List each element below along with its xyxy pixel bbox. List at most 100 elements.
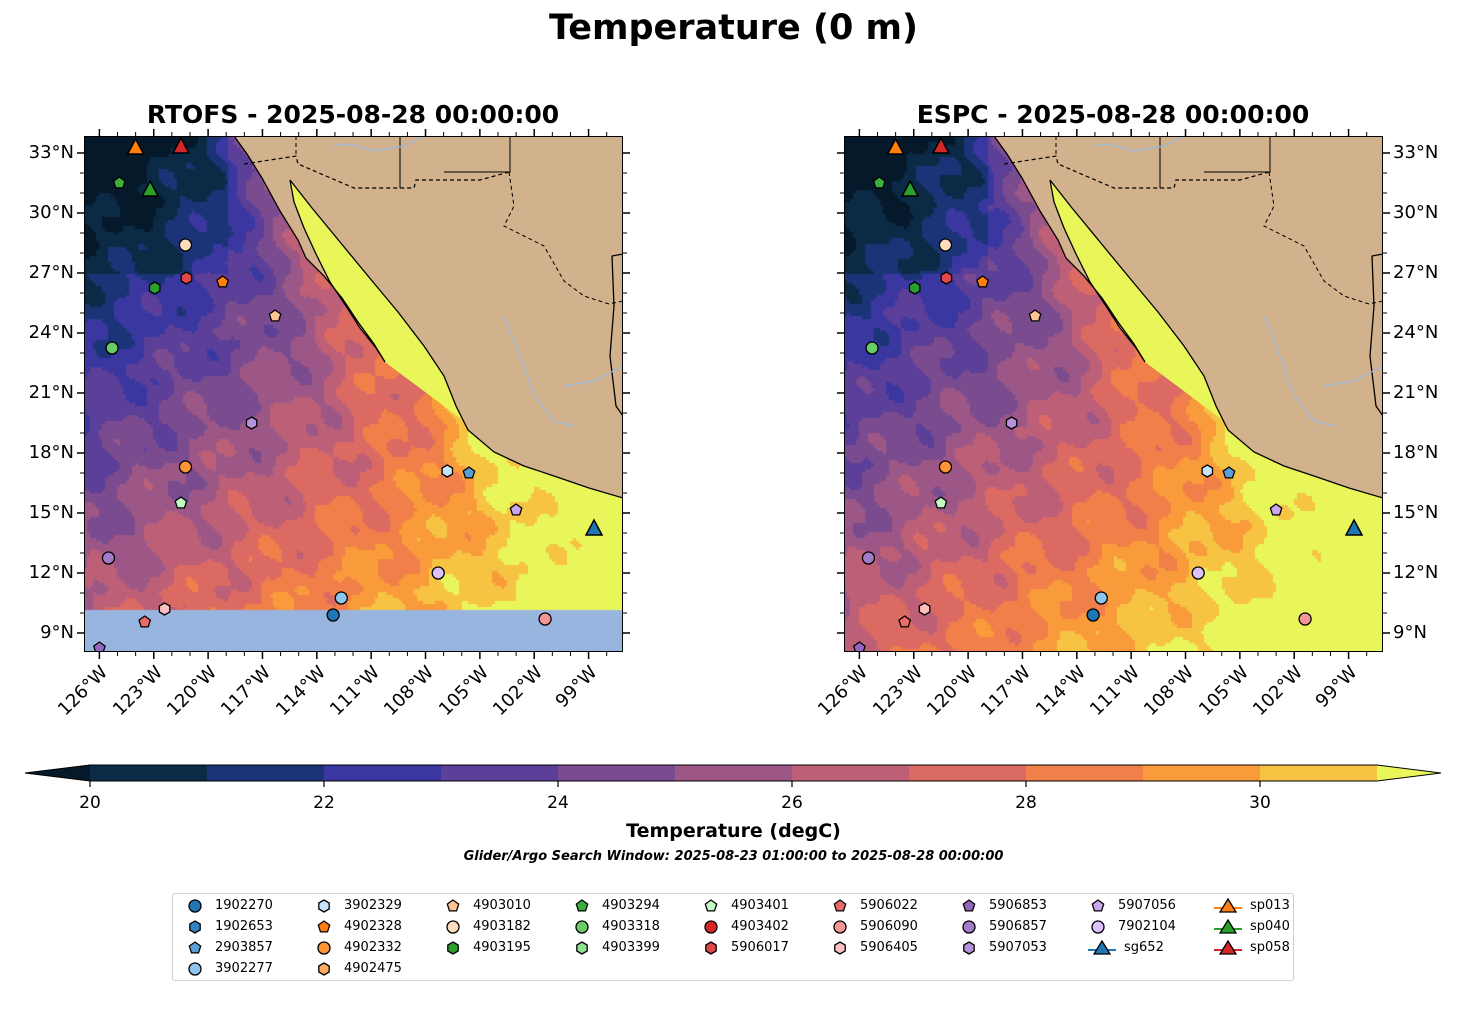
legend-label: 4903318 bbox=[602, 919, 660, 934]
colorbar-segment bbox=[909, 765, 1027, 781]
rtofs-map: 126°W 123°W 120°W 117°W 114°W 111°W 108°W 105°W… bbox=[29, 129, 630, 720]
float-marker-5906405 bbox=[918, 602, 931, 616]
lon-tick-label: 105°W bbox=[1194, 662, 1253, 721]
legend-item-3902277: 3902277 bbox=[185, 960, 305, 978]
float-marker-5906857 bbox=[101, 551, 116, 565]
circle-icon bbox=[188, 962, 202, 976]
glider-marker-sp040 bbox=[900, 179, 920, 197]
legend-label: 5906405 bbox=[860, 940, 918, 955]
legend-label: 4902328 bbox=[344, 919, 402, 934]
legend-label: 5906022 bbox=[860, 898, 918, 913]
hexagon-icon bbox=[576, 941, 588, 955]
legend-label: 4903294 bbox=[602, 898, 660, 913]
legend-label: 4902475 bbox=[344, 961, 402, 976]
colorbar-tick-label: 22 bbox=[313, 793, 335, 813]
lon-tick-label: 102°W bbox=[488, 662, 548, 721]
float-marker-4903294 bbox=[872, 176, 886, 189]
lat-tick-label: 12°N bbox=[28, 562, 74, 583]
legend-item-1902270: 1902270 bbox=[185, 897, 305, 915]
legend-item-5906090: 5906090 bbox=[830, 918, 950, 936]
circle-icon bbox=[446, 920, 460, 934]
legend-item-sp058: sp058 bbox=[1214, 939, 1334, 957]
legend-label: 5906853 bbox=[989, 898, 1047, 913]
legend-item-5906022: 5906022 bbox=[830, 897, 950, 915]
legend-item-4903399: 4903399 bbox=[572, 939, 692, 957]
colorbar-tick-label: 28 bbox=[1015, 793, 1037, 813]
legend-label: 5906017 bbox=[731, 940, 789, 955]
hexagon-icon bbox=[318, 899, 330, 913]
legend-item-4902328: 4902328 bbox=[314, 918, 434, 936]
colorbar-segment bbox=[792, 765, 910, 781]
lon-tick-label: 126°W bbox=[814, 662, 873, 721]
float-marker-5906017 bbox=[180, 271, 193, 285]
colorbar-tick-label: 30 bbox=[1249, 793, 1271, 813]
search-window-subtitle: Glider/Argo Search Window: 2025-08-23 01… bbox=[463, 849, 1004, 864]
colorbar-segment bbox=[1143, 765, 1261, 781]
float-marker-5907053 bbox=[245, 416, 258, 430]
float-marker-4903318 bbox=[865, 341, 879, 355]
river bbox=[1263, 315, 1335, 427]
float-marker-1902270 bbox=[1086, 608, 1100, 622]
glider-marker-sp013 bbox=[126, 137, 145, 155]
hexagon-icon bbox=[963, 941, 975, 955]
lon-tick-label: 123°W bbox=[108, 662, 167, 721]
float-marker-5906090 bbox=[538, 612, 552, 626]
lat-tick-label: 33°N bbox=[28, 142, 74, 163]
float-marker-7902104 bbox=[431, 566, 445, 580]
colorbar-segment bbox=[207, 765, 325, 781]
circle-icon bbox=[575, 920, 589, 934]
float-marker-5906853 bbox=[92, 641, 106, 652]
river bbox=[1093, 136, 1185, 152]
legend-label: sp013 bbox=[1250, 898, 1290, 913]
float-marker-4903010 bbox=[268, 309, 282, 322]
pentagon-icon bbox=[1091, 899, 1105, 912]
glider-marker-sg652 bbox=[1344, 518, 1364, 536]
float-marker-5906405 bbox=[158, 602, 171, 616]
legend-label: 4903182 bbox=[473, 919, 531, 934]
legend-label: 5907053 bbox=[989, 940, 1047, 955]
float-marker-4903401 bbox=[934, 496, 948, 509]
legend-item-sg652: sg652 bbox=[1088, 939, 1208, 957]
pentagon-icon bbox=[317, 920, 331, 933]
river bbox=[503, 315, 575, 427]
float-marker-4903401 bbox=[174, 496, 188, 509]
legend-label: 1902270 bbox=[215, 898, 273, 913]
float-marker-5907056 bbox=[509, 503, 523, 516]
colorbar-segment bbox=[558, 765, 676, 781]
pentagon-icon bbox=[962, 899, 976, 912]
lat-tick-label: 27°N bbox=[28, 262, 74, 283]
glider-marker-sg652 bbox=[584, 518, 604, 536]
float-marker-3902277 bbox=[334, 591, 348, 605]
lat-tick-label: 30°N bbox=[1393, 202, 1439, 223]
lon-tick-label: 114°W bbox=[271, 662, 330, 721]
triangle-icon bbox=[1092, 939, 1112, 955]
float-marker-5907053 bbox=[1005, 416, 1018, 430]
lat-tick-label: 15°N bbox=[1393, 502, 1439, 523]
legend-label: 5907056 bbox=[1118, 898, 1176, 913]
legend-label: 4902332 bbox=[344, 940, 402, 955]
lon-tick-label: 126°W bbox=[54, 662, 113, 721]
float-marker-5906090 bbox=[1298, 612, 1312, 626]
hexagon-icon bbox=[705, 941, 717, 955]
triangle-icon bbox=[1218, 897, 1238, 913]
float-marker-2903857 bbox=[1222, 466, 1236, 479]
pentagon-icon bbox=[446, 899, 460, 912]
lat-tick-label: 24°N bbox=[28, 322, 74, 343]
map-frame bbox=[84, 136, 623, 652]
legend: 1902270 1902653 2903857 3902277 3902329 49023… bbox=[172, 893, 1294, 981]
lon-tick-label: 120°W bbox=[922, 662, 981, 721]
lon-tick-label: 117°W bbox=[217, 662, 276, 721]
legend-item-4903401: 4903401 bbox=[701, 897, 821, 915]
lat-tick-label: 21°N bbox=[1393, 382, 1439, 403]
legend-item-1902653: 1902653 bbox=[185, 918, 305, 936]
state-border bbox=[1263, 171, 1383, 305]
legend-label: 4903195 bbox=[473, 940, 531, 955]
lat-tick-label: 15°N bbox=[28, 502, 74, 523]
legend-label: sg652 bbox=[1124, 940, 1164, 955]
legend-label: 3902277 bbox=[215, 961, 273, 976]
glider-marker-sp058 bbox=[171, 136, 191, 154]
lat-tick-label: 18°N bbox=[28, 442, 74, 463]
colorbar-tick-label: 20 bbox=[79, 793, 101, 813]
lon-tick-label: 123°W bbox=[868, 662, 927, 721]
river bbox=[333, 136, 425, 152]
